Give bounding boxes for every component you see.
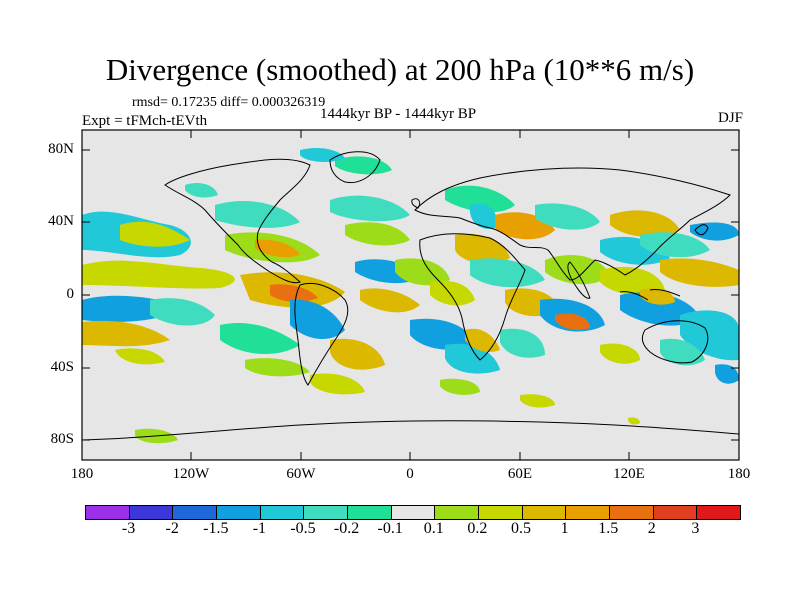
legend-swatch xyxy=(129,506,174,519)
legend-label: -0.2 xyxy=(333,520,360,537)
legend-swatch xyxy=(697,506,741,519)
lat-label-80s: 80S xyxy=(50,431,74,447)
legend-label: 0.5 xyxy=(511,520,531,537)
lat-label-40s: 40S xyxy=(50,359,74,375)
legend-label: -0.1 xyxy=(377,520,403,537)
lat-label-40n: 40N xyxy=(48,213,74,229)
lon-label-120e: 120E xyxy=(613,466,645,482)
legend-label: -2 xyxy=(165,520,179,537)
legend-label: 1 xyxy=(560,520,569,537)
map-title: Divergence (smoothed) at 200 hPa (10**6 … xyxy=(105,52,695,87)
lon-label-120w: 120W xyxy=(172,466,210,482)
period-label: 1444kyr BP - 1444kyr BP xyxy=(320,106,477,122)
legend-label: 0.1 xyxy=(423,520,444,537)
lon-label-0: 0 xyxy=(406,466,414,482)
season-label: DJF xyxy=(717,110,743,126)
divergence-field xyxy=(82,147,739,444)
legend-label: 2 xyxy=(647,520,656,537)
axis-ticks xyxy=(81,130,740,460)
legend-swatch xyxy=(522,506,567,519)
lon-label-60e: 60E xyxy=(507,466,533,482)
legend-label: 3 xyxy=(691,520,700,537)
stats-text: rmsd= 0.17235 diff= 0.000326319 xyxy=(132,95,326,110)
lon-label-180e: 180 xyxy=(727,466,751,482)
legend-swatch xyxy=(348,506,392,519)
legend-label: -0.5 xyxy=(290,520,316,537)
legend-label: -1 xyxy=(252,520,267,537)
legend-swatch xyxy=(391,506,436,519)
lat-label-80n: 80N xyxy=(48,141,74,157)
legend-swatch xyxy=(435,506,480,519)
lon-label-60w: 60W xyxy=(286,466,316,482)
legend-label: 0.2 xyxy=(467,520,488,537)
legend-swatch xyxy=(217,506,261,519)
legend-swatch xyxy=(610,506,654,519)
coastlines xyxy=(82,151,739,441)
legend-swatch xyxy=(304,506,349,519)
legend-label: 1.5 xyxy=(598,520,619,537)
lon-label-180w: 180 xyxy=(70,466,94,482)
legend-label: -3 xyxy=(121,520,136,537)
legend-swatch xyxy=(260,506,305,519)
experiment-label: Expt = tFMch-tEVth xyxy=(82,113,208,129)
legend-swatch xyxy=(566,506,611,519)
lat-label-eq: 0 xyxy=(66,286,75,302)
legend-swatch xyxy=(86,506,130,519)
legend-swatch xyxy=(653,506,698,519)
color-legend xyxy=(85,505,741,520)
legend-swatch xyxy=(173,506,218,519)
legend-label: -1.5 xyxy=(203,520,229,537)
legend-swatch xyxy=(479,506,523,519)
